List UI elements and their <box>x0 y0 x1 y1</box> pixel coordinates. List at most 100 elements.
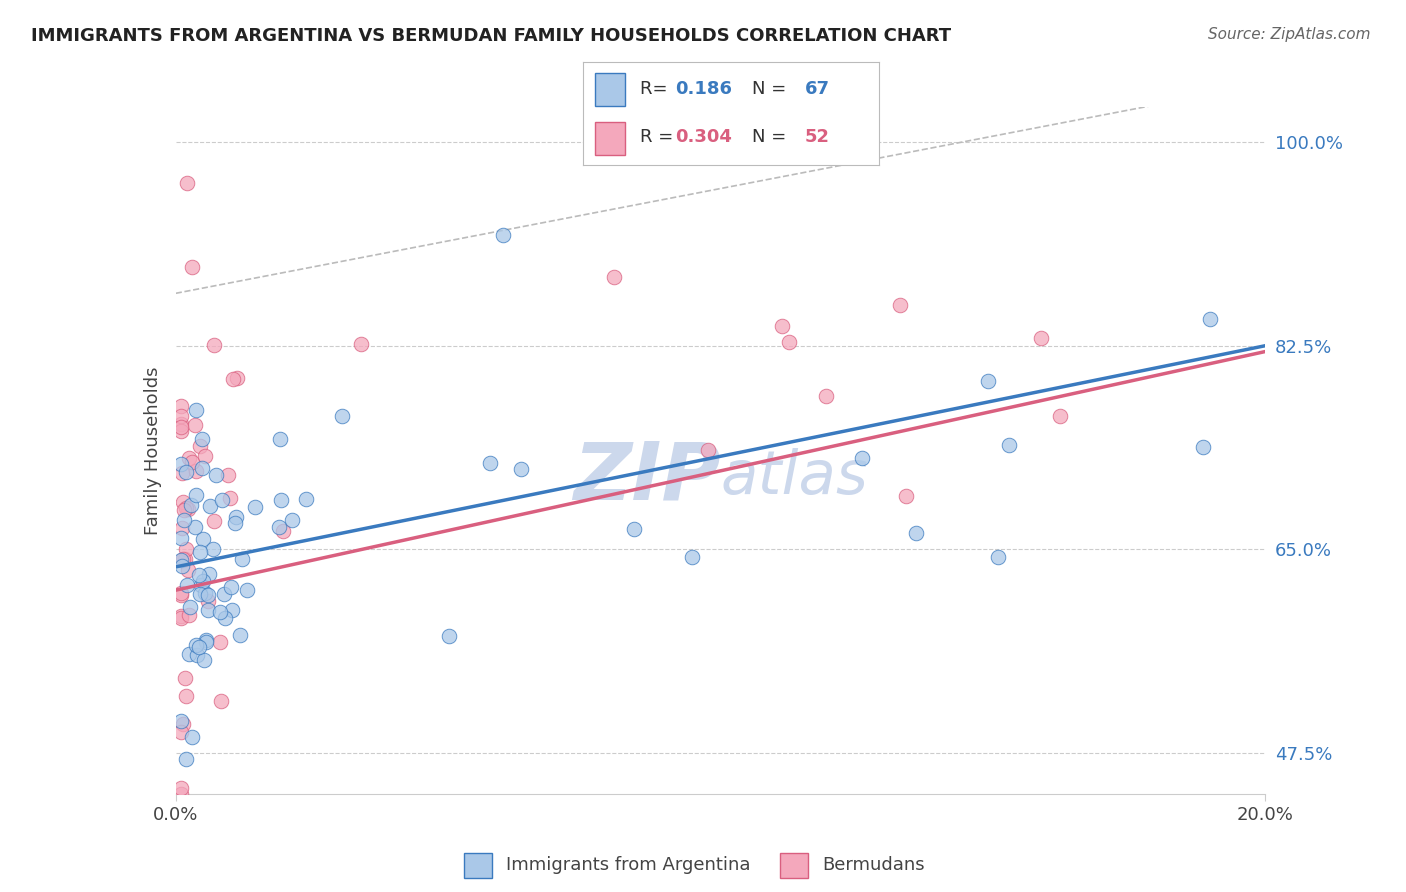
Point <box>217 468 239 483</box>
Point <box>174 752 197 766</box>
Point <box>226 371 249 385</box>
Point <box>188 439 211 453</box>
FancyBboxPatch shape <box>595 122 624 155</box>
Point <box>172 494 194 508</box>
Text: R =: R = <box>640 128 679 145</box>
Point <box>235 582 257 597</box>
Point <box>243 500 266 515</box>
Point <box>173 513 195 527</box>
Point <box>697 443 720 458</box>
Point <box>479 456 502 470</box>
Point <box>170 787 193 801</box>
Point <box>281 513 304 527</box>
Point <box>188 568 211 582</box>
Point <box>194 635 217 649</box>
Point <box>170 399 193 413</box>
FancyBboxPatch shape <box>464 853 492 878</box>
Point <box>905 525 928 540</box>
Point <box>179 451 201 466</box>
Point <box>184 488 207 502</box>
Point <box>208 605 231 619</box>
Point <box>219 491 242 505</box>
Point <box>174 552 197 566</box>
Point <box>186 464 208 478</box>
Point <box>219 580 242 594</box>
Point <box>177 607 200 622</box>
Text: N =: N = <box>752 128 792 145</box>
Point <box>184 418 207 433</box>
Point <box>174 542 197 557</box>
Point <box>170 424 193 438</box>
Point <box>202 338 225 352</box>
Point <box>212 587 235 601</box>
Point <box>188 545 211 559</box>
Point <box>681 549 703 564</box>
Point <box>623 522 645 536</box>
Point <box>814 388 837 402</box>
Point <box>778 335 800 350</box>
Point <box>170 609 193 624</box>
Point <box>180 455 202 469</box>
Y-axis label: Family Households: Family Households <box>143 367 162 534</box>
Point <box>191 432 214 446</box>
Point <box>987 549 1010 564</box>
Text: atlas: atlas <box>721 449 869 508</box>
Point <box>201 542 224 557</box>
Point <box>170 780 193 795</box>
Point <box>1192 440 1215 454</box>
Point <box>1029 331 1052 345</box>
Point <box>894 489 917 503</box>
Point <box>1199 311 1222 326</box>
Point <box>1049 409 1071 424</box>
Point <box>170 521 193 535</box>
Point <box>188 587 211 601</box>
Point <box>180 498 202 512</box>
Point <box>176 577 198 591</box>
Point <box>976 374 998 388</box>
Point <box>350 337 373 351</box>
Point <box>267 520 290 534</box>
Point <box>209 694 232 708</box>
Point <box>170 588 193 602</box>
Point <box>190 578 212 592</box>
Point <box>179 647 201 661</box>
Point <box>228 628 250 642</box>
Point <box>170 558 193 573</box>
Point <box>181 730 204 744</box>
Point <box>214 611 236 625</box>
Text: Bermudans: Bermudans <box>823 856 925 874</box>
Point <box>170 714 193 728</box>
Point <box>188 640 211 655</box>
Point <box>231 551 253 566</box>
Text: Source: ZipAtlas.com: Source: ZipAtlas.com <box>1208 27 1371 42</box>
Point <box>204 467 226 482</box>
Point <box>170 409 193 424</box>
Point <box>170 466 193 480</box>
Point <box>195 632 218 647</box>
Point <box>170 725 193 739</box>
Point <box>221 372 243 386</box>
Point <box>197 603 219 617</box>
Point <box>439 629 461 643</box>
Point <box>889 298 911 312</box>
Point <box>197 587 219 601</box>
Point <box>198 566 221 581</box>
Point <box>295 492 318 507</box>
Text: 52: 52 <box>804 128 830 145</box>
Point <box>173 503 195 517</box>
Point <box>271 524 294 538</box>
Point <box>174 689 197 703</box>
Point <box>225 510 247 524</box>
Point <box>330 409 353 423</box>
Point <box>270 493 292 508</box>
Point <box>172 551 194 566</box>
Point <box>170 457 193 471</box>
Point <box>211 493 233 508</box>
Point <box>194 449 217 463</box>
Point <box>194 586 217 600</box>
Text: IMMIGRANTS FROM ARGENTINA VS BERMUDAN FAMILY HOUSEHOLDS CORRELATION CHART: IMMIGRANTS FROM ARGENTINA VS BERMUDAN FA… <box>31 27 950 45</box>
Point <box>851 450 873 465</box>
Point <box>170 420 193 434</box>
Text: R=: R= <box>640 79 673 97</box>
FancyBboxPatch shape <box>780 853 808 878</box>
